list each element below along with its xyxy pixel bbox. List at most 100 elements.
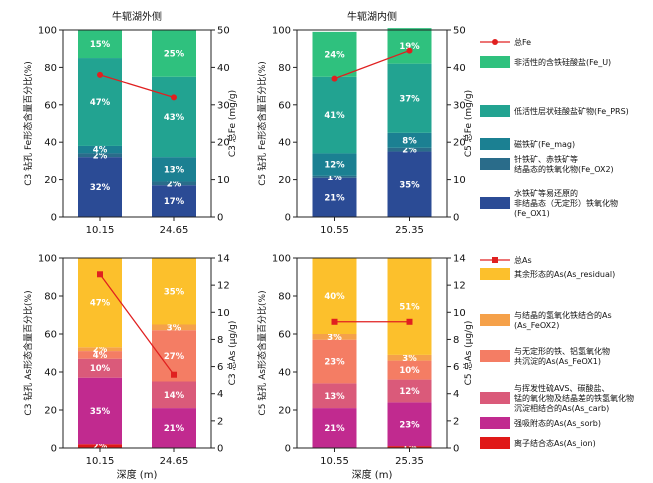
bar-segment [387,360,432,380]
x-tick-label: 25.35 [395,456,424,467]
y2-tick-label: 50 [217,26,230,37]
data-label: 8% [402,136,417,146]
legend-label: 非活性的含铁硅酸盐(Fe_U) [514,57,611,67]
y2-tick-label: 0 [453,444,459,455]
bar-segment [152,76,196,158]
y2-tick-label: 12 [453,281,466,292]
data-label: 13% [164,165,185,175]
legend-swatch [480,56,510,68]
y-tick-label: 20 [44,406,57,417]
data-label: 12% [399,387,420,397]
bar-segment [78,351,122,359]
legend-label: 磁铁矿(Fe_mag) [514,139,575,149]
y-tick-label: 20 [278,175,291,186]
y2-tick-label: 0 [217,213,223,224]
legend-swatch [480,314,510,326]
legend-swatch [480,437,510,449]
bar-segment [312,408,357,448]
bar-segment [78,145,122,154]
bar-segment [78,444,122,448]
y-tick-label: 60 [44,100,57,111]
y-tick-label: 40 [44,138,57,149]
data-label: 32% [90,183,111,193]
y2-tick-label: 40 [453,63,466,74]
data-label: 4% [93,351,108,361]
bar-segment [312,153,357,176]
total-line [99,74,175,98]
legend-label: 沉淀相结合的As(As_carb) [514,403,609,413]
y2-tick-label: 0 [453,213,459,224]
legend-label: 强吸附态的As(As_sorb) [514,418,601,428]
bar-segment [152,157,196,182]
bar-segment [387,151,432,217]
data-label: 41% [324,111,345,121]
y-tick-label: 0 [51,444,57,455]
bar-segment [387,379,432,403]
y2-tick-label: 14 [453,254,466,265]
bar-segment [78,153,122,158]
y-axis-label: C5 钻孔 As形态含量百分比(%) [256,290,268,415]
legend-swatch [480,417,510,429]
legend-as: 总As 其余形态的As(As_residual) 与结晶的氢氧化铁结合的As(As_… [480,255,634,449]
bar-segment [387,147,432,152]
data-label: 3% [167,323,182,333]
x-tick-label: 24.65 [160,225,189,236]
y2-tick-label: 0 [217,444,223,455]
y-axis-label: C3 钻孔 As形态含量百分比(%) [22,290,34,415]
data-label: 2% [93,345,108,355]
data-label: 21% [324,424,345,434]
bar-segment [152,381,196,409]
y-tick-label: 40 [44,368,57,379]
x-tick-label: 10.15 [86,225,115,236]
legend-label: 针铁矿、赤铁矿等 [514,154,578,164]
y2-axis-label: C5 总Fe (mg/g) [462,90,474,157]
legend-line-label: 总Fe [514,37,531,47]
y-tick-label: 80 [44,63,57,74]
bar-segment [312,177,357,217]
y2-tick-label: 20 [453,138,466,149]
y2-tick-label: 10 [453,175,466,186]
line-marker [97,71,103,78]
legend-label: 与结晶的氢氧化铁结合的As [514,310,612,320]
y-tick-label: 0 [285,444,291,455]
legend-label: 结晶态的铁氧化物(Fe_OX2) [514,164,614,174]
y2-tick-label: 12 [217,281,230,292]
y-tick-label: 40 [278,138,291,149]
data-label: 35% [399,180,420,190]
legend-swatch [480,392,510,404]
data-label: 27% [164,352,185,362]
bar-segment [152,324,196,331]
y-tick-label: 80 [44,292,57,303]
legend-line-label: 总As [514,255,532,265]
bar-segment [387,63,432,133]
bar-segment [387,402,432,447]
y2-tick-label: 30 [217,100,230,111]
plot-frame [296,257,448,449]
y2-tick-label: 6 [453,362,459,373]
bar-segment [387,446,432,448]
y2-axis-label: C5 总As (μg/g) [462,321,474,386]
bar-segment [312,76,357,154]
legend-label: 锰的氧化物及结晶差的铁氢氧化物 [514,393,634,403]
bar-segment [78,157,122,217]
data-label: 23% [399,420,420,430]
data-label: 21% [324,193,345,203]
data-label: 1% [327,173,342,183]
y-tick-label: 80 [278,292,291,303]
data-label: 2% [167,179,182,189]
panel-title: 牛轭湖内侧 [347,10,397,23]
y2-tick-label: 4 [453,389,459,400]
bar-segment [387,354,432,361]
y2-tick-label: 40 [217,63,230,74]
total-line [99,273,175,376]
panel-title: 牛轭湖外侧 [112,10,162,23]
bar-segment [78,377,122,445]
plot-frame [296,29,448,218]
bar-segment [152,408,196,448]
y-axis-label: C5 钻孔 Fe形态含量百分比(%) [256,61,268,186]
data-label: 3% [327,333,342,343]
legend-label: 与无定形的铁、铝氢氧化物 [514,346,610,356]
y-tick-label: 40 [278,368,291,379]
data-label: 4% [93,146,108,156]
